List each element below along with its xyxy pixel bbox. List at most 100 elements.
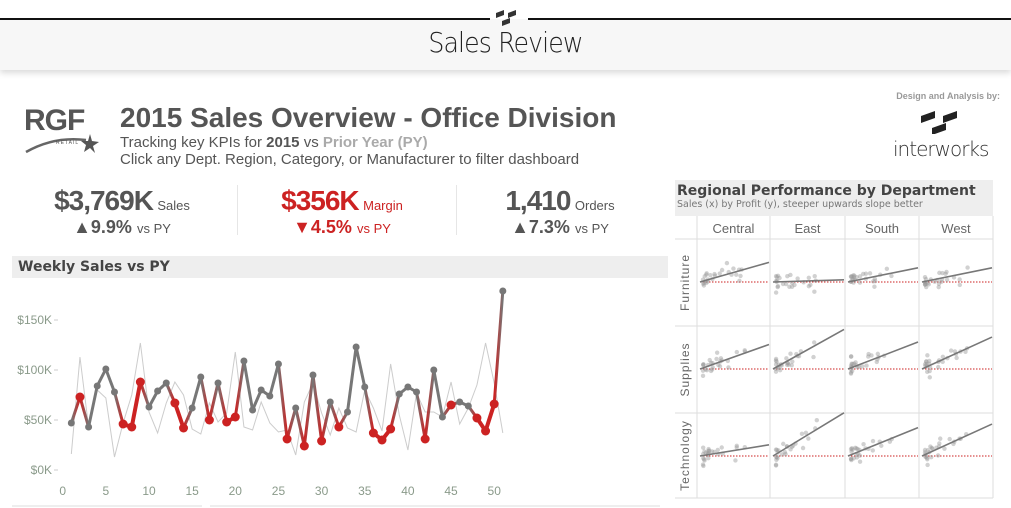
scatter-point	[947, 436, 952, 442]
row-header-furniture: Furniture	[678, 254, 692, 311]
scatter-point	[781, 441, 786, 447]
sales-line-segment	[129, 380, 143, 429]
sales-point	[127, 422, 137, 432]
sales-line-segment	[415, 390, 427, 441]
scatter-point	[812, 273, 817, 279]
scatter-point	[857, 274, 863, 279]
scatter-point	[884, 266, 890, 272]
sales-line-segment	[251, 388, 263, 412]
sales-point	[446, 400, 456, 410]
scatter-point	[775, 273, 781, 279]
scatter-point	[854, 455, 860, 460]
scatter-point	[937, 270, 942, 276]
scatter-point	[932, 279, 937, 284]
scatter-point	[923, 359, 929, 364]
scatter-point	[922, 282, 928, 287]
sales-line-segment	[389, 392, 401, 431]
scatter-point	[777, 368, 783, 373]
y-tick-label: $150K	[17, 313, 52, 327]
scatter-point	[701, 463, 706, 469]
scatter-point	[929, 454, 934, 460]
scatter-point	[850, 361, 855, 367]
scatter-point	[943, 271, 948, 277]
sales-line-segment	[423, 368, 436, 441]
scatter-point	[922, 447, 928, 453]
scatter-point	[774, 447, 780, 453]
scatter-point	[786, 362, 791, 367]
regional-header: Regional Performance by Department Sales…	[675, 180, 993, 216]
scatter-point	[790, 359, 795, 364]
scatter-point	[780, 281, 786, 287]
scatter-point	[925, 447, 931, 453]
scatter-point	[857, 459, 863, 464]
scatter-point	[701, 457, 707, 462]
scatter-point	[710, 367, 715, 372]
scatter-point	[925, 462, 930, 468]
sales-line-segment	[233, 359, 246, 419]
scatter-point	[889, 273, 894, 279]
row-header-supplies: Supplies	[678, 342, 692, 396]
sales-point	[386, 424, 396, 434]
scatter-point	[924, 359, 929, 364]
kpi-divider	[237, 185, 238, 235]
sales-point	[204, 415, 214, 425]
sales-point	[343, 408, 351, 416]
x-tick-label: 20	[229, 484, 243, 498]
scatter-point	[965, 265, 970, 270]
x-tick-label: 10	[142, 484, 156, 498]
scatter-point	[716, 362, 721, 368]
scatter-point	[852, 273, 857, 278]
scatter-point	[812, 289, 817, 294]
scatter-point	[957, 277, 962, 282]
credit-text: Design and Analysis by:	[896, 91, 1000, 101]
interworks-logo[interactable]: interworks	[893, 108, 993, 161]
regional-scatter-grid[interactable]: Central East South West Furniture Supplies Tec…	[672, 216, 1011, 508]
scatter-point	[714, 356, 719, 362]
sales-line-segment	[207, 381, 220, 422]
sales-point	[309, 371, 317, 379]
sales-line-segment	[276, 362, 289, 441]
trend-line	[921, 267, 993, 283]
scatter-point	[726, 365, 731, 370]
scatter-point	[936, 281, 942, 287]
app-header: Sales Review	[0, 0, 1011, 70]
scatter-point	[924, 361, 929, 367]
kpi-divider	[456, 185, 457, 235]
scatter-point	[703, 367, 708, 372]
sales-line-segment	[268, 362, 280, 398]
sales-line-segment	[363, 385, 375, 435]
scatter-point	[774, 457, 779, 463]
scatter-point	[706, 455, 711, 461]
sales-point	[266, 392, 274, 400]
scatter-point	[701, 283, 707, 288]
scatter-point	[927, 375, 932, 380]
sales-point	[395, 390, 403, 398]
weekly-sales-title: Weekly Sales vs PY	[12, 256, 668, 278]
scatter-point	[773, 369, 779, 374]
scatter-point	[864, 363, 869, 368]
scatter-point	[779, 452, 785, 457]
scatter-point	[851, 456, 856, 461]
scatter-point	[863, 271, 869, 276]
scatter-point	[715, 447, 720, 453]
scatter-point	[853, 360, 858, 365]
scatter-point	[849, 449, 854, 454]
trend-line	[847, 426, 919, 457]
scatter-point	[800, 445, 806, 451]
scatter-point	[702, 274, 707, 279]
sales-point	[110, 388, 118, 396]
scatter-point	[873, 279, 878, 284]
scatter-point	[719, 445, 724, 450]
scatter-point	[714, 350, 720, 355]
scatter-point	[718, 356, 724, 361]
scatter-point	[924, 455, 930, 461]
weekly-sales-chart[interactable]: $0K $50K $100K $150K 0 5 10 15 20 25 30 35 40 45 50	[0, 280, 670, 508]
scatter-point	[701, 362, 706, 368]
scatter-point	[703, 450, 709, 455]
scatter-point	[774, 359, 779, 364]
x-tick-label: 45	[444, 484, 458, 498]
kpi-sales: $3,769K Sales ▲9.9% vs PY	[54, 185, 190, 237]
sales-point	[214, 379, 222, 387]
sales-line-segment	[242, 359, 255, 412]
sales-point	[464, 402, 472, 410]
